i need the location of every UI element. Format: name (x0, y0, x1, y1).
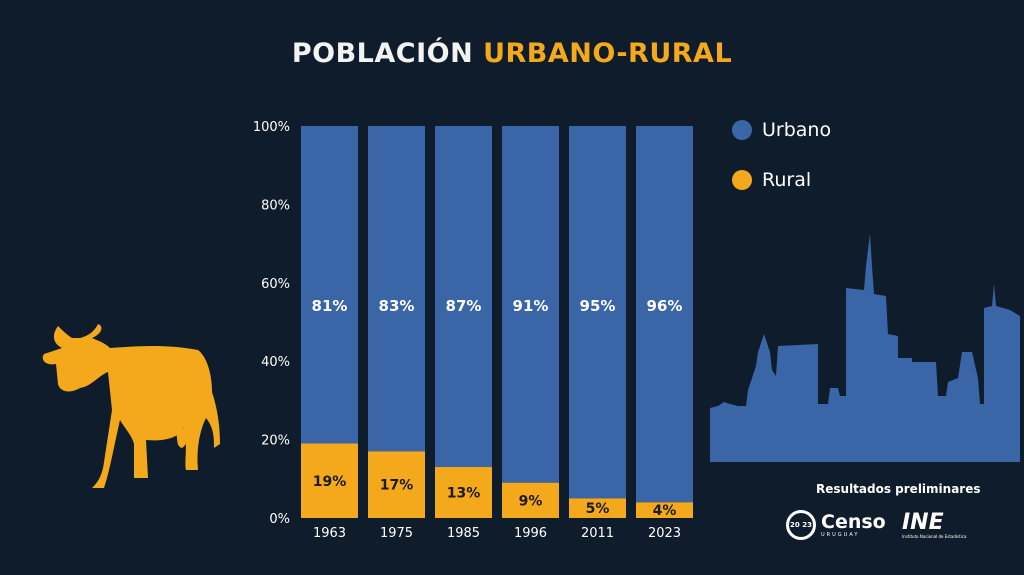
y-tick-label: 100% (253, 120, 290, 135)
censo-logo: 20 23 Censo URUGUAY (786, 510, 886, 540)
data-label-urbano: 81% (312, 297, 348, 315)
legend-item-rural: Rural (732, 165, 831, 195)
x-tick-label: 2011 (581, 526, 614, 541)
bar-urbano-1985 (435, 126, 492, 468)
censo-sub: URUGUAY (821, 531, 860, 538)
bar-rural-2011 (569, 498, 626, 518)
data-label-urbano: 96% (647, 297, 683, 315)
title-part2: URBANO-RURAL (483, 38, 733, 69)
x-axis: 1963 1975 1985 1996 2011 2023 (313, 526, 681, 541)
bar-rural-1975 (368, 451, 425, 518)
bar-urbano-2011 (569, 126, 626, 499)
cow-icon (42, 324, 221, 488)
censo-word: Censo (821, 510, 886, 533)
legend-dot-rural (732, 170, 752, 190)
y-tick-label: 0% (269, 512, 290, 527)
data-label-rural: 19% (313, 474, 347, 490)
y-tick-label: 20% (261, 434, 290, 449)
data-label-rural: 9% (519, 493, 543, 509)
bar-rural-2023 (636, 502, 693, 518)
data-label-urbano: 83% (379, 297, 415, 315)
legend-label-urbano: Urbano (762, 119, 832, 141)
x-tick-label: 1996 (514, 526, 547, 541)
x-tick-label: 1963 (313, 526, 346, 541)
legend: Urbano Rural (732, 115, 831, 215)
y-tick-label: 60% (261, 277, 290, 292)
x-tick-label: 1975 (380, 526, 413, 541)
data-label-urbano: 87% (446, 297, 482, 315)
chart-title: POBLACIÓN URBANO-RURAL (0, 38, 1024, 69)
bar-urbano-1996 (502, 126, 559, 483)
data-label-urbano: 95% (580, 297, 616, 315)
bars: 81% 19% 83% 17% 87% 13% 91% 9% 95% 5% 96% 4% (301, 126, 693, 519)
data-label-urbano: 91% (513, 297, 549, 315)
data-label-rural: 17% (380, 478, 414, 494)
y-tick-label: 40% (261, 355, 290, 370)
ine-sub: Instituto Nacional de Estadística (902, 534, 967, 539)
legend-label-rural: Rural (762, 169, 812, 191)
bar-urbano-1963 (301, 126, 358, 444)
legend-dot-urbano (732, 120, 752, 140)
bar-rural-1963 (301, 443, 358, 518)
bar-rural-1996 (502, 482, 559, 518)
legend-item-urbano: Urbano (732, 115, 831, 145)
y-axis: 0% 20% 40% 60% 80% 100% (253, 120, 290, 527)
bar-urbano-1975 (368, 126, 425, 452)
ine-logo: INE Instituto Nacional de Estadística (902, 510, 967, 540)
y-tick-label: 80% (261, 198, 290, 213)
censo-ring-icon: 20 23 (786, 510, 816, 540)
title-part1: POBLACIÓN (291, 38, 474, 69)
data-label-rural: 13% (447, 486, 481, 502)
bar-rural-1985 (435, 467, 492, 518)
x-tick-label: 2023 (648, 526, 681, 541)
data-label-rural: 5% (586, 501, 610, 517)
censo-wordmark: Censo URUGUAY (821, 510, 886, 538)
city-skyline-icon (710, 234, 1020, 462)
ine-word: INE (902, 510, 944, 535)
preliminary-results-label: Resultados preliminares (816, 482, 981, 496)
x-tick-label: 1985 (447, 526, 480, 541)
data-label-rural: 4% (653, 503, 677, 519)
bar-urbano-2023 (636, 126, 693, 503)
